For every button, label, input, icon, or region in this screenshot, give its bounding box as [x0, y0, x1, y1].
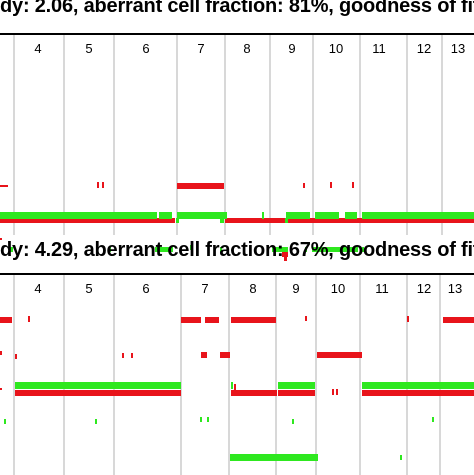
- loss-segment: [362, 382, 474, 389]
- loss-segment: [200, 417, 202, 422]
- chromosome-label: 11: [375, 281, 389, 296]
- gain-segment: [181, 317, 201, 323]
- gain-segment: [284, 256, 287, 261]
- gain-segment: [28, 316, 30, 322]
- gain-segment: [177, 183, 224, 189]
- loss-segment: [220, 247, 222, 252]
- chromosome-label: 12: [417, 41, 431, 56]
- gain-segment: [0, 351, 2, 355]
- loss-segment: [0, 212, 157, 219]
- gain-segment: [278, 390, 315, 396]
- loss-segment: [305, 247, 307, 252]
- chromosome-label: 4: [34, 281, 41, 296]
- gain-segment: [443, 317, 474, 323]
- loss-segment: [262, 212, 264, 219]
- chromosome-label: 9: [292, 281, 299, 296]
- loss-segment: [285, 218, 288, 223]
- chromosome-label: 13: [448, 281, 462, 296]
- loss-segment: [4, 419, 6, 424]
- gain-segment: [0, 388, 2, 390]
- chromosome-label: 6: [142, 281, 149, 296]
- loss-segment: [362, 212, 474, 219]
- gain-segment: [330, 182, 332, 188]
- gain-segment: [317, 352, 362, 358]
- gain-segment: [0, 218, 175, 223]
- gain-segment: [234, 384, 236, 390]
- chromosome-label: 11: [372, 41, 386, 56]
- gain-segment: [0, 238, 2, 240]
- chromosome-label: 6: [142, 41, 149, 56]
- loss-segment: [345, 212, 357, 219]
- loss-segment: [109, 247, 111, 252]
- copy-number-plot-bottom: 4 5 6 7 8 9 10 11 12 13: [0, 275, 474, 475]
- loss-segment: [286, 212, 310, 219]
- gain-segment: [291, 218, 293, 223]
- gain-segment: [362, 390, 474, 396]
- gain-segment: [231, 390, 277, 396]
- chromosome-label: 8: [249, 281, 256, 296]
- gain-segment: [201, 352, 207, 358]
- loss-segment: [231, 382, 233, 389]
- loss-segment: [292, 419, 294, 424]
- loss-segment: [312, 247, 358, 252]
- gain-segment: [225, 218, 474, 223]
- gain-segment: [336, 218, 338, 223]
- gain-segment: [15, 390, 181, 396]
- loss-segment: [400, 455, 402, 460]
- chromosome-label: 10: [329, 41, 343, 56]
- loss-segment: [278, 382, 315, 389]
- panel-title-bottom: dy: 4.29, aberrant cell fraction: 67%, g…: [0, 239, 474, 261]
- chromosome-label: 7: [201, 281, 208, 296]
- gain-segment: [407, 316, 409, 322]
- gain-segment: [102, 182, 104, 188]
- chromosome-label: 10: [331, 281, 345, 296]
- loss-segment: [207, 417, 209, 422]
- loss-segment: [190, 245, 192, 250]
- gain-segment: [97, 182, 99, 188]
- loss-segment: [230, 454, 318, 461]
- chromosome-label: 12: [417, 281, 431, 296]
- loss-segment: [177, 212, 227, 219]
- chromosome-label: 5: [85, 281, 92, 296]
- gain-segment: [332, 389, 334, 395]
- gain-segment: [205, 317, 219, 323]
- copy-number-panel-bottom: 4 5 6 7 8 9 10 11 12 13: [0, 273, 474, 475]
- gain-segment: [0, 185, 8, 187]
- chromosome-label: 5: [85, 41, 92, 56]
- chromosome-label: 8: [243, 41, 250, 56]
- loss-segment: [159, 212, 172, 219]
- loss-segment: [15, 382, 181, 389]
- gain-segment: [122, 353, 124, 358]
- gain-segment: [15, 354, 17, 359]
- loss-segment: [10, 247, 13, 252]
- loss-segment: [272, 247, 288, 252]
- loss-segment: [362, 247, 364, 252]
- chromosome-label: 13: [451, 41, 465, 56]
- copy-number-plot-top: 4 5 6 7 8 9 10 11 12 13: [0, 35, 474, 261]
- gain-segment: [231, 317, 276, 323]
- chromosome-label: 7: [197, 41, 204, 56]
- loss-segment: [220, 218, 224, 223]
- loss-segment: [95, 419, 97, 424]
- gain-segment: [131, 353, 133, 358]
- gain-segment: [220, 352, 230, 358]
- gain-segment: [303, 183, 305, 188]
- panel-title-top: dy: 2.06, aberrant cell fraction: 81%, g…: [0, 0, 474, 17]
- gain-segment: [352, 182, 354, 188]
- loss-segment: [176, 218, 179, 223]
- gain-segment: [305, 316, 307, 321]
- gain-segment: [336, 389, 338, 395]
- gain-segment: [0, 317, 12, 323]
- loss-segment: [155, 247, 173, 252]
- loss-segment: [432, 417, 434, 422]
- chromosome-label: 4: [34, 41, 41, 56]
- gain-segment: [282, 251, 288, 257]
- copy-number-panel-top: 4 5 6 7 8 9 10 11 12 13: [0, 33, 474, 261]
- chromosome-label: 9: [288, 41, 295, 56]
- loss-segment: [315, 212, 339, 219]
